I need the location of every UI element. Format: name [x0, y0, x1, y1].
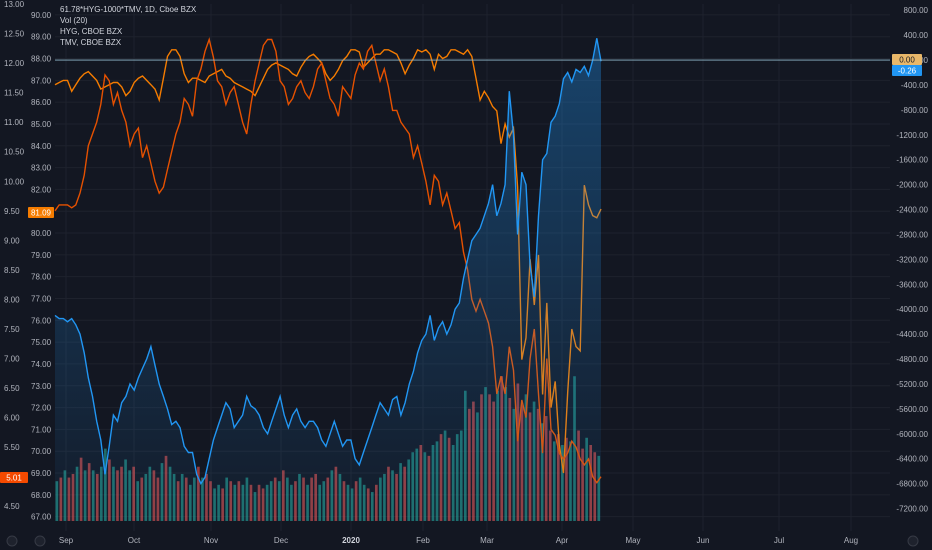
gear-icon[interactable] — [907, 535, 919, 547]
time-tick-label: May — [625, 536, 640, 545]
time-tick-label: Aug — [844, 536, 858, 545]
right-tick-label: -7200.00 — [896, 505, 928, 514]
left-tick-label: 68.00 — [31, 491, 52, 500]
right-tick-label: -2400.00 — [896, 206, 928, 215]
right-tick-label: -5600.00 — [896, 405, 928, 414]
left-tick-label: 80.00 — [31, 229, 52, 238]
left-tick-label: 71.00 — [31, 425, 52, 434]
time-tick-label: Dec — [274, 536, 288, 545]
right-price-axis[interactable]: 800.00 400.00 0.00 -400.00 -800.00 -1200.00 -1… — [896, 6, 928, 513]
left-tick-label: 69.00 — [31, 469, 52, 478]
left-tick-label: 79.00 — [31, 251, 52, 260]
far-left-tick-label: 13.00 — [4, 0, 25, 9]
series-group — [54, 37, 890, 522]
zero-badge — [892, 54, 922, 66]
far-left-tick-label: 7.50 — [4, 325, 20, 334]
time-tick-label: Sep — [59, 536, 74, 545]
price-badges: 5.01 81.09 0.00 -0.26 — [0, 54, 922, 483]
left-tick-label: 77.00 — [31, 294, 52, 303]
left-tick-label: 76.00 — [31, 316, 52, 325]
left-tick-label: 84.00 — [31, 142, 52, 151]
time-tick-label: Feb — [416, 536, 430, 545]
left-tick-label: 89.00 — [31, 33, 52, 42]
time-tick-label: Jul — [774, 536, 784, 545]
time-tick-label: Apr — [556, 536, 569, 545]
right-tick-label: -4400.00 — [896, 330, 928, 339]
left-tick-label: 72.00 — [31, 404, 52, 413]
time-tick-label: Oct — [128, 536, 141, 545]
right-tick-label: -3200.00 — [896, 255, 928, 264]
far-left-tick-label: 12.00 — [4, 59, 25, 68]
hyg-badge — [28, 207, 54, 218]
left-tick-label: 67.00 — [31, 513, 52, 522]
left-price-axis[interactable]: 90.00 89.00 88.00 87.00 86.00 85.00 84.00 83.00… — [31, 11, 52, 522]
far-left-tick-label: 8.00 — [4, 295, 20, 304]
far-left-tick-label: 12.50 — [4, 30, 25, 39]
right-tick-label: -2800.00 — [896, 230, 928, 239]
left-tick-label: 73.00 — [31, 382, 52, 391]
left-tick-label: 87.00 — [31, 76, 52, 85]
left-tick-label: 88.00 — [31, 55, 52, 64]
spread-area-fill — [55, 38, 601, 522]
time-axis-bg — [0, 531, 932, 550]
far-left-tick-label: 10.50 — [4, 148, 25, 157]
left-tick-label: 82.00 — [31, 185, 52, 194]
legend-tmv[interactable]: TMV, CBOE BZX — [60, 38, 122, 47]
right-tick-label: -6000.00 — [896, 430, 928, 439]
left-tick-label: 78.00 — [31, 273, 52, 282]
left-tick-label: 83.00 — [31, 164, 52, 173]
hyg-badge-text: 81.09 — [31, 209, 52, 218]
legend-volume[interactable]: Vol (20) — [60, 16, 88, 25]
series-line-2 — [54, 38, 602, 486]
chart-legend: 61.78*HYG-1000*TMV, 1D, Cboe BZX Vol (20… — [60, 4, 196, 48]
legend-hyg[interactable]: HYG, CBOE BZX — [60, 27, 123, 36]
time-tick-label: Mar — [480, 536, 494, 545]
far-left-tick-label: 7.00 — [4, 355, 20, 364]
left-tick-label: 85.00 — [31, 120, 52, 129]
far-left-tick-label: 11.00 — [4, 118, 24, 127]
left-tick-label: 70.00 — [31, 447, 52, 456]
far-left-tick-label: 4.50 — [4, 502, 20, 511]
far-left-price-axis[interactable]: 13.00 12.50 12.00 11.50 11.00 10.50 10.00 9.50 9… — [4, 0, 25, 511]
right-tick-label: -3600.00 — [896, 280, 928, 289]
z-button[interactable] — [34, 535, 46, 547]
right-tick-label: -4000.00 — [896, 305, 928, 314]
right-tick-label: -2000.00 — [896, 181, 928, 190]
far-left-tick-label: 9.50 — [4, 207, 20, 216]
legend-main-symbol[interactable]: 61.78*HYG-1000*TMV, 1D, Cboe BZX — [60, 5, 197, 14]
far-left-tick-label: 11.50 — [4, 89, 24, 98]
time-axis[interactable]: Sep Oct Nov Dec 2020 Feb Mar Apr May Jun Jul Aug — [0, 531, 932, 550]
right-tick-label: -4800.00 — [896, 355, 928, 364]
left-tick-label: 90.00 — [31, 11, 52, 20]
right-tick-label: -400.00 — [901, 81, 929, 90]
far-left-tick-label: 10.00 — [4, 177, 25, 186]
right-tick-label: -800.00 — [901, 106, 929, 115]
time-tick-label: Nov — [204, 536, 218, 545]
spread-badge — [892, 65, 922, 77]
right-tick-label: 800.00 — [904, 6, 929, 15]
far-left-tick-label: 6.50 — [4, 384, 20, 393]
far-left-tick-label: 9.00 — [4, 236, 20, 245]
left-tick-label: 86.00 — [31, 98, 52, 107]
zero-badge-text: 0.00 — [899, 56, 915, 65]
far-left-tick-label: 6.00 — [4, 414, 20, 423]
right-tick-label: -6400.00 — [896, 455, 928, 464]
right-tick-label: -5200.00 — [896, 380, 928, 389]
time-tick-label: Jun — [697, 536, 710, 545]
tmv-badge — [0, 472, 28, 483]
time-tick-label: 2020 — [342, 536, 360, 545]
left-tick-label: 74.00 — [31, 360, 52, 369]
tmv-badge-text: 5.01 — [6, 474, 22, 483]
right-tick-label: -1600.00 — [896, 156, 928, 165]
y-button[interactable] — [6, 535, 18, 547]
far-left-tick-label: 8.50 — [4, 266, 20, 275]
spread-badge-text: -0.26 — [898, 67, 917, 76]
right-tick-label: -1200.00 — [896, 131, 928, 140]
right-tick-label: -6800.00 — [896, 480, 928, 489]
right-tick-label: 400.00 — [904, 31, 929, 40]
left-tick-label: 75.00 — [31, 338, 52, 347]
far-left-tick-label: 5.50 — [4, 443, 20, 452]
